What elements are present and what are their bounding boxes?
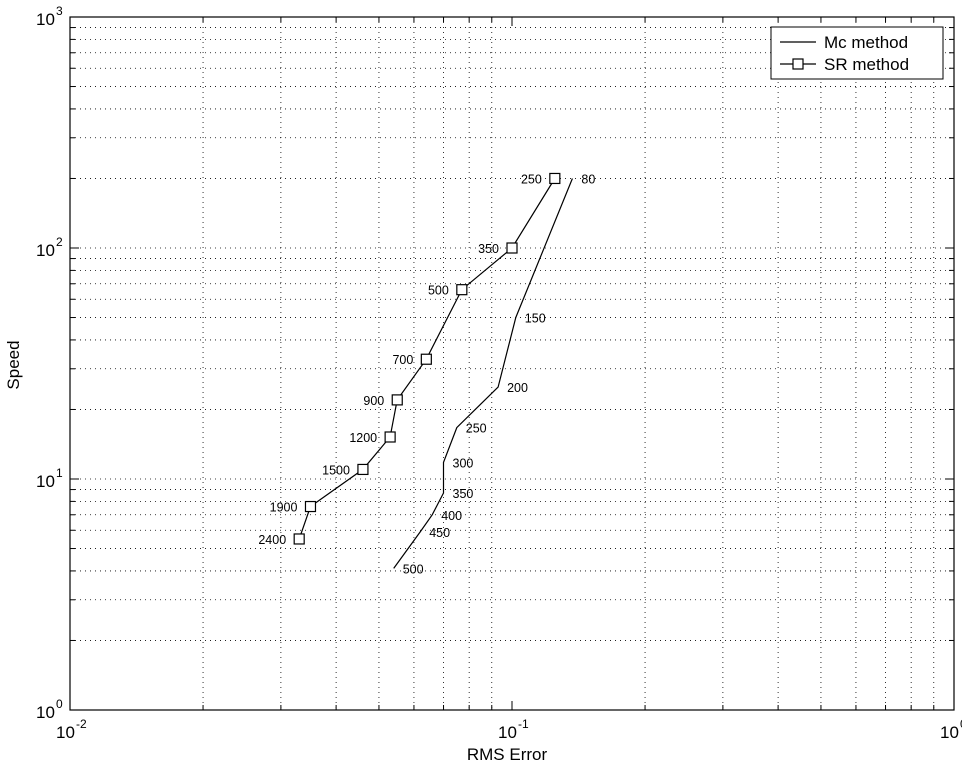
sr-marker: [293, 533, 305, 545]
sr-point-label: 350: [478, 242, 499, 256]
mc-point-label: 400: [441, 509, 462, 523]
x-tick-label-exponent: -2: [76, 717, 87, 731]
sr-point-label: 900: [363, 394, 384, 408]
x-tick-label: 10: [498, 723, 517, 742]
y-tick-label-exponent: 2: [56, 235, 63, 249]
y-tick-label: 10: [36, 703, 55, 722]
x-axis-title: RMS Error: [467, 745, 548, 764]
sr-marker: [357, 463, 369, 476]
legend-box: [770, 26, 944, 80]
grid-lines: [70, 17, 954, 710]
sr-marker: [384, 431, 396, 443]
sr-point-label: 250: [521, 172, 542, 186]
y-tick-label-exponent: 0: [56, 697, 63, 711]
mc-point-label: 350: [453, 487, 474, 501]
y-tick-label-exponent: 3: [56, 4, 63, 18]
mc-point-label: 300: [453, 456, 474, 470]
mc-point-label: 80: [581, 172, 595, 186]
y-tick-label: 10: [36, 472, 55, 491]
sr-point-label: 1500: [322, 463, 350, 477]
axis-ticks: 10-210-1100100101102103: [36, 4, 962, 742]
sr-point-label: 2400: [258, 533, 286, 547]
sr-marker: [420, 353, 432, 365]
x-tick-label: 10: [940, 723, 959, 742]
y-tick-label: 10: [36, 10, 55, 29]
x-tick-label: 10: [56, 723, 75, 742]
sr-marker: [391, 394, 403, 406]
sr-point-label: 1200: [349, 431, 377, 445]
mc-point-label: 200: [507, 381, 528, 395]
plot-area-frame: [69, 16, 955, 711]
y-axis-title: Speed: [4, 340, 23, 389]
legend: Mc method SR method: [770, 26, 944, 80]
x-tick-label-exponent: 0: [960, 717, 962, 731]
y-tick-label-exponent: 1: [56, 466, 63, 480]
legend-label-sr: SR method: [824, 55, 909, 74]
sr-point-label: 1900: [270, 501, 298, 515]
mc-point-label: 450: [429, 526, 450, 540]
legend-marker-sr: [792, 58, 804, 70]
sr-point-label: 500: [428, 284, 449, 298]
point-labels: 80 150 200 250 300 350 400 450 500 250 350 500 700 90…: [258, 172, 595, 576]
sr-marker: [506, 242, 518, 254]
series-line-mc: [393, 178, 573, 569]
mc-point-label: 150: [525, 312, 546, 326]
legend-label-mc: Mc method: [824, 33, 908, 52]
y-tick-label: 10: [36, 241, 55, 260]
x-tick-label-exponent: -1: [518, 717, 529, 731]
series: [293, 172, 573, 569]
sr-point-label: 700: [392, 353, 413, 367]
sr-marker: [304, 500, 317, 513]
mc-point-label: 250: [466, 422, 487, 436]
sr-marker: [549, 172, 561, 185]
mc-point-label: 500: [403, 562, 424, 576]
sr-marker: [456, 284, 468, 296]
